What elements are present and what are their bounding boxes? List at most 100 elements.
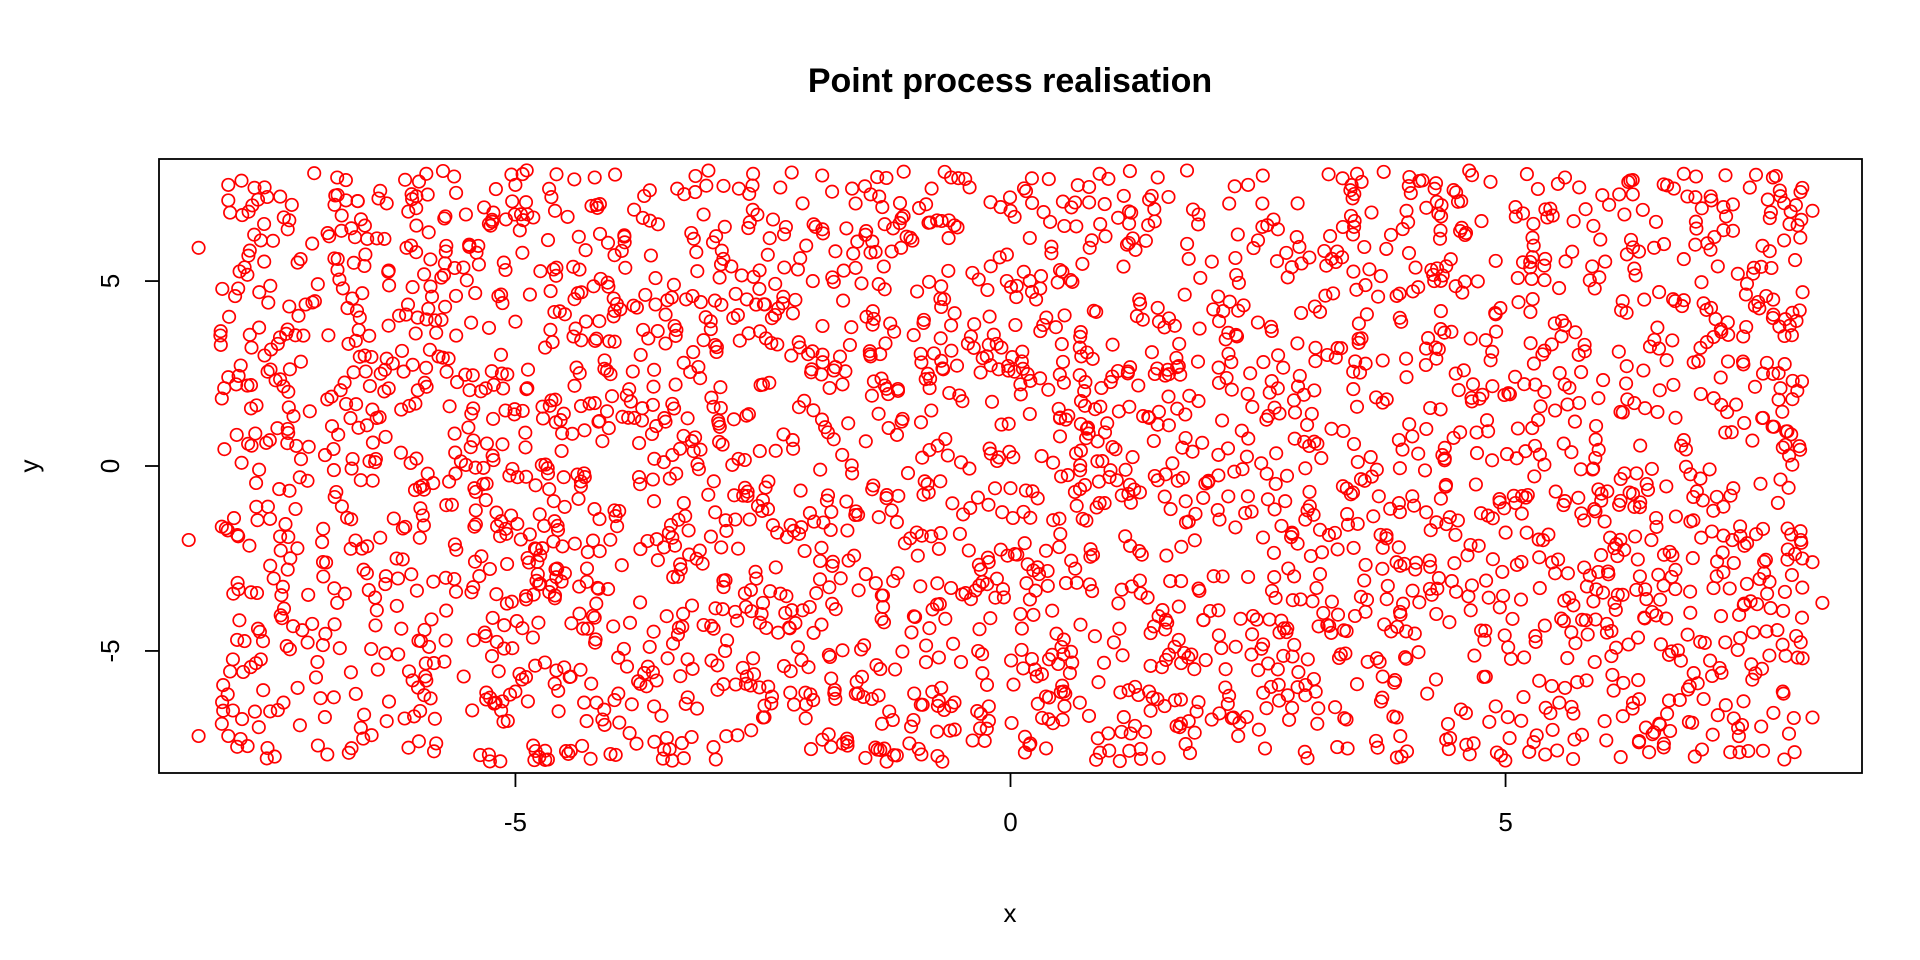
data-point	[1057, 699, 1072, 714]
data-point	[481, 320, 497, 335]
data-point	[1330, 740, 1345, 755]
data-point	[1150, 170, 1165, 185]
data-point	[1311, 619, 1326, 634]
data-point	[754, 606, 769, 622]
data-point	[1222, 196, 1237, 211]
data-point	[551, 704, 566, 719]
data-point	[267, 749, 282, 764]
data-point	[1045, 603, 1060, 618]
data-point	[869, 658, 884, 673]
data-point	[1588, 432, 1603, 447]
data-point	[1370, 740, 1385, 755]
data-point	[356, 562, 371, 577]
data-point	[1603, 530, 1618, 545]
data-point	[1326, 286, 1341, 301]
data-point	[1157, 699, 1172, 714]
data-point	[1372, 654, 1387, 669]
data-point	[249, 585, 265, 601]
data-point	[1482, 714, 1497, 729]
data-point	[872, 189, 887, 204]
data-point	[1068, 561, 1083, 576]
data-point	[1212, 706, 1227, 721]
data-point	[1173, 692, 1188, 707]
data-point	[1680, 189, 1695, 204]
data-point	[404, 187, 419, 202]
data-point	[496, 381, 511, 396]
data-point	[288, 501, 303, 517]
data-point	[706, 740, 721, 755]
data-point	[1683, 605, 1698, 620]
data-point	[877, 741, 892, 756]
data-point	[1528, 377, 1543, 392]
data-point	[1095, 454, 1110, 469]
data-point	[884, 503, 899, 518]
data-point	[1345, 227, 1361, 242]
data-point	[1346, 540, 1361, 555]
data-point	[1394, 314, 1409, 329]
data-point	[1712, 660, 1727, 676]
data-point	[318, 626, 333, 641]
data-point	[1467, 648, 1482, 663]
data-point	[441, 351, 456, 366]
data-point	[547, 676, 562, 691]
data-point	[1402, 169, 1417, 185]
data-point	[731, 541, 746, 556]
data-point	[1038, 543, 1054, 558]
data-point	[1347, 219, 1362, 234]
data-point	[815, 318, 830, 334]
data-point	[1430, 581, 1445, 596]
data-point	[851, 583, 866, 598]
data-point	[835, 447, 850, 462]
data-point	[592, 314, 607, 329]
data-point	[1773, 472, 1788, 487]
data-point	[394, 343, 410, 358]
data-point	[1124, 579, 1139, 594]
data-point	[1795, 651, 1810, 666]
data-point	[1189, 704, 1204, 719]
data-point	[1172, 336, 1187, 351]
data-point	[1055, 194, 1070, 209]
data-point	[900, 466, 916, 481]
data-point	[466, 433, 481, 448]
data-point	[1133, 751, 1149, 766]
data-point	[253, 652, 268, 667]
data-point	[181, 532, 196, 548]
data-point	[344, 461, 359, 476]
data-point	[518, 425, 533, 440]
data-point	[1632, 733, 1647, 749]
data-point	[1269, 446, 1284, 461]
data-point	[1167, 318, 1182, 333]
data-point	[1073, 617, 1088, 632]
data-point	[1220, 696, 1235, 712]
data-point	[482, 561, 497, 577]
data-point	[467, 519, 482, 534]
data-point	[1018, 184, 1034, 199]
data-point	[1805, 710, 1820, 725]
data-point	[349, 397, 364, 412]
data-point	[1586, 461, 1601, 476]
data-point	[923, 371, 938, 386]
data-point	[1290, 680, 1305, 695]
data-point	[498, 212, 513, 227]
data-point	[665, 447, 680, 463]
data-point	[1392, 505, 1407, 520]
data-point	[1739, 576, 1754, 591]
data-point	[1151, 404, 1166, 419]
data-point	[378, 569, 393, 584]
data-point	[1085, 584, 1100, 599]
data-point	[1271, 348, 1286, 363]
data-point	[1350, 454, 1365, 470]
data-point	[1537, 258, 1552, 273]
data-point	[1477, 632, 1492, 647]
data-point	[556, 406, 571, 421]
data-point	[1780, 424, 1795, 439]
data-point	[261, 295, 276, 310]
data-point	[1420, 686, 1435, 701]
data-point	[684, 225, 699, 241]
data-point	[462, 238, 477, 253]
data-point	[1036, 205, 1051, 220]
data-point	[1567, 414, 1582, 429]
data-point	[1473, 506, 1489, 521]
data-point	[953, 654, 969, 670]
data-point	[1174, 574, 1189, 589]
